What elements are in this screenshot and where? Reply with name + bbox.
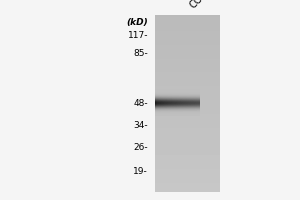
Text: 117-: 117- <box>128 31 148 40</box>
Text: 48-: 48- <box>134 98 148 108</box>
Text: COS7: COS7 <box>188 0 214 10</box>
Text: 85-: 85- <box>133 48 148 58</box>
Text: (kD): (kD) <box>126 18 148 27</box>
Text: 26-: 26- <box>134 144 148 152</box>
Text: 19-: 19- <box>133 168 148 176</box>
Text: 34-: 34- <box>134 121 148 130</box>
